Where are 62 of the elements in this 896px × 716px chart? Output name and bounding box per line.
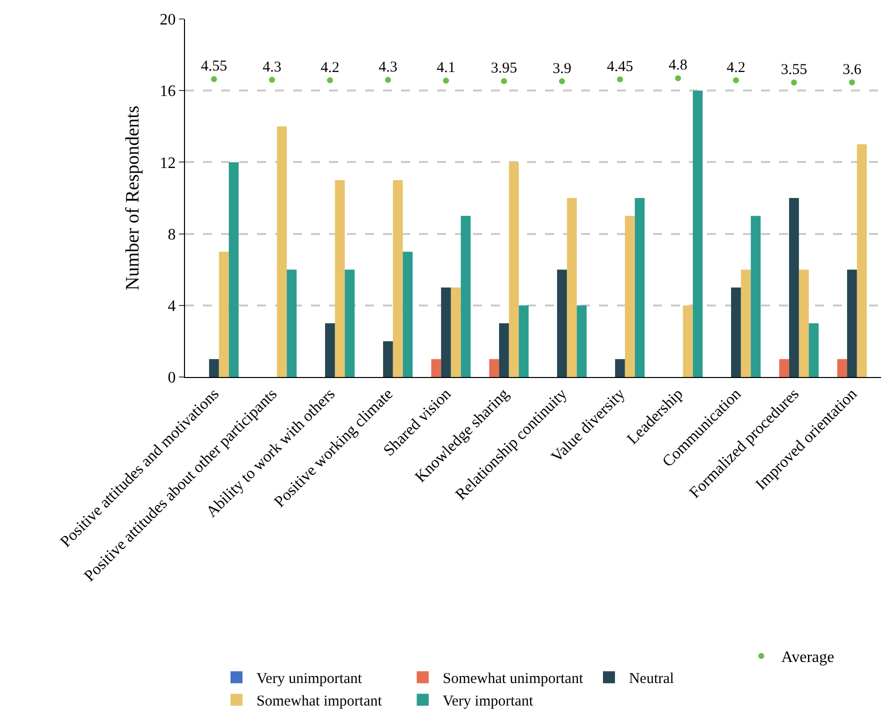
data-label: 4.3 (262, 59, 282, 76)
bar (856, 144, 867, 377)
bar (508, 162, 519, 377)
data-label: 3.9 (552, 60, 572, 77)
bar (634, 198, 645, 377)
y-axis-title: Number of Respondents (122, 106, 144, 290)
bar (402, 252, 413, 377)
data-label: 4.2 (320, 60, 340, 76)
bar (460, 216, 471, 377)
legend-label: Neutral (628, 671, 674, 688)
legend-label: Very important (442, 694, 534, 710)
bar (740, 270, 751, 377)
bar (789, 198, 799, 377)
bar (808, 323, 819, 377)
bar (518, 305, 529, 377)
legend-label: Somewhat important (256, 694, 383, 710)
data-label: 4.55 (200, 58, 228, 75)
bar (392, 180, 403, 377)
bar (325, 323, 335, 377)
bar (499, 323, 509, 377)
bar (847, 270, 857, 377)
y-tick-label: 8 (168, 226, 176, 244)
bar (276, 126, 287, 377)
data-label: 3.6 (842, 62, 862, 78)
data-label: 4.2 (726, 60, 746, 76)
bar (692, 90, 703, 377)
bar (218, 252, 229, 377)
bar (837, 359, 848, 377)
bar (750, 216, 761, 377)
data-label: 3.55 (780, 62, 808, 78)
bar (228, 162, 239, 377)
y-tick-label: 4 (168, 298, 176, 315)
bar (566, 198, 577, 377)
bar (441, 288, 451, 377)
legend-label: Very unimportant (256, 671, 363, 688)
bar (383, 341, 393, 377)
bar (624, 216, 635, 377)
data-label: 4.1 (436, 60, 456, 76)
bar (334, 180, 345, 377)
bar (557, 270, 567, 377)
bar (682, 305, 693, 377)
bar (576, 305, 587, 377)
data-label: 4.45 (606, 58, 634, 75)
data-label: 4.3 (378, 59, 398, 76)
data-label: 3.95 (490, 60, 518, 77)
bar (731, 288, 741, 377)
y-tick-label: 16 (160, 83, 176, 100)
y-tick-label: 20 (160, 12, 176, 29)
legend-label: Average (781, 649, 834, 666)
bar (798, 270, 809, 377)
bar (615, 359, 625, 377)
bar (450, 288, 461, 377)
y-tick-label: 12 (160, 154, 176, 172)
bar (431, 359, 442, 377)
bar (286, 270, 297, 377)
bar (779, 359, 790, 377)
y-tick-label: 0 (168, 370, 176, 387)
legend-label: Somewhat unimportant (442, 671, 584, 688)
bar (344, 270, 355, 377)
bar (209, 359, 219, 377)
data-label: 4.8 (668, 58, 688, 74)
bar (489, 359, 500, 377)
